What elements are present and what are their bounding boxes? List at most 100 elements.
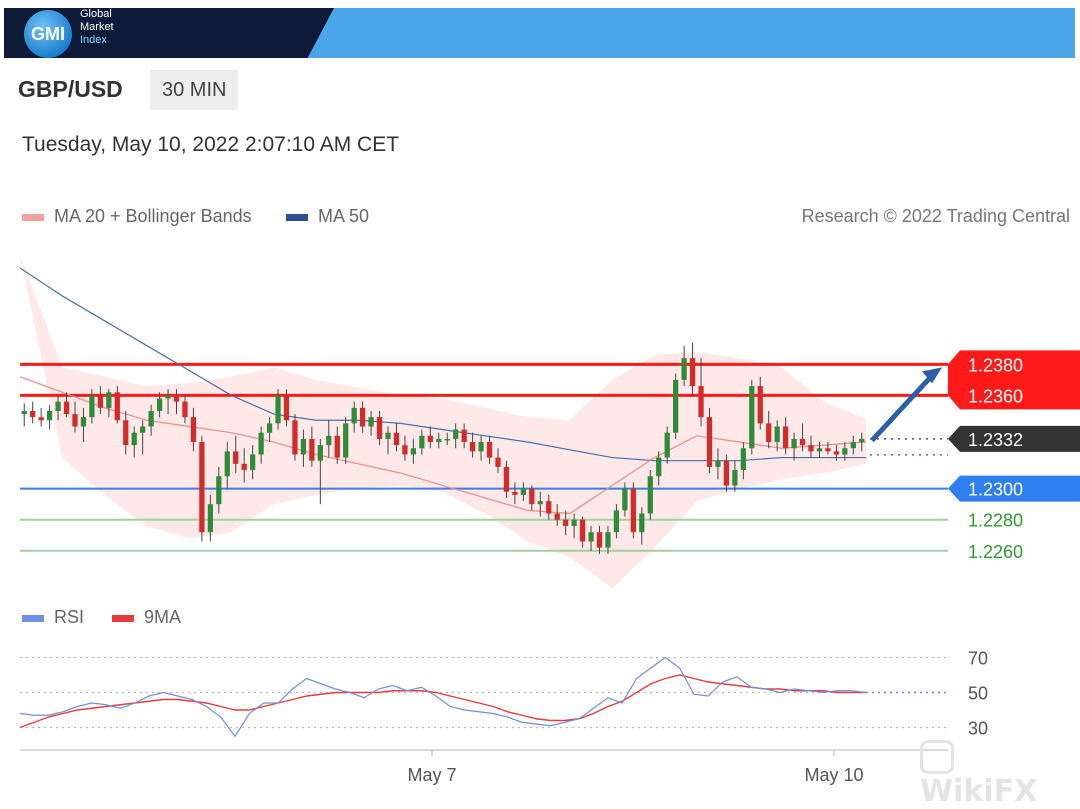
- candle-body: [376, 417, 383, 439]
- candle: [647, 470, 653, 520]
- candle: [402, 435, 408, 461]
- candle: [140, 420, 146, 455]
- candle-body: [520, 488, 526, 495]
- candle: [300, 429, 307, 467]
- candle: [207, 494, 213, 542]
- rsi-9ma-line: [19, 674, 866, 729]
- candle-body: [689, 358, 696, 387]
- price-chart[interactable]: 1.2380 1.2360 1.2332 1.2300 1.2280 1.2260 70 50…: [0, 0, 1080, 791]
- candle-body: [46, 410, 53, 421]
- candle-body: [512, 491, 518, 495]
- candle-body: [30, 410, 36, 418]
- candle: [639, 507, 645, 545]
- site-header: GMI Global Market Index: [0, 0, 1080, 58]
- rsi-line: [19, 656, 867, 738]
- candle: [368, 410, 374, 436]
- support-2-label: 1.2260: [968, 542, 1023, 562]
- candle: [469, 432, 476, 458]
- candle: [605, 525, 611, 554]
- candle: [224, 442, 230, 489]
- candle-body: [165, 395, 171, 399]
- candle-body: [529, 488, 535, 505]
- candle: [554, 504, 560, 526]
- candle: [833, 445, 840, 461]
- candle-body: [80, 417, 87, 427]
- candle-body: [89, 395, 95, 418]
- candle-body: [402, 445, 408, 455]
- candle-body: [334, 435, 340, 458]
- candle-body: [258, 432, 264, 455]
- candle-body: [546, 501, 552, 514]
- candle-body: [469, 442, 476, 452]
- candle: [410, 438, 417, 464]
- watermark-text: WikiFX: [920, 773, 1038, 809]
- candle: [715, 448, 721, 480]
- candle-body: [791, 438, 797, 449]
- candle-body: [732, 470, 738, 486]
- candle-body: [300, 438, 307, 455]
- candle: [63, 392, 70, 418]
- candle-body: [216, 476, 222, 505]
- candle: [825, 442, 831, 455]
- candle-body: [38, 417, 44, 421]
- candle-body: [233, 451, 239, 464]
- pivot-label: 1.2300: [948, 475, 1080, 502]
- candle-body: [706, 417, 713, 467]
- candle: [131, 426, 137, 458]
- candle-body: [698, 386, 704, 418]
- last-price-label-bg: [948, 425, 1080, 452]
- candle-body: [859, 438, 865, 443]
- candle: [165, 389, 171, 415]
- candle: [656, 451, 662, 486]
- candle-body: [97, 395, 103, 408]
- candle: [816, 442, 823, 458]
- candle-body: [250, 454, 256, 470]
- pivot-label-bg: [948, 475, 1080, 502]
- candle: [385, 426, 391, 455]
- candle: [343, 417, 349, 464]
- gmi-logo[interactable]: GMI: [24, 10, 72, 58]
- candle: [537, 491, 543, 517]
- rsi-tick-label: 50: [968, 684, 988, 704]
- candle-body: [799, 438, 806, 446]
- candle: [783, 417, 789, 455]
- candle-body: [444, 438, 450, 441]
- candle: [698, 358, 704, 427]
- candle-body: [241, 463, 247, 470]
- candle: [233, 435, 239, 474]
- brand-line-2: Market: [80, 21, 114, 33]
- legend-rsi-ma: 9MA: [112, 607, 181, 628]
- candle-body: [199, 442, 205, 533]
- candle: [376, 410, 383, 446]
- candle: [563, 510, 569, 536]
- candle: [681, 345, 687, 387]
- support-2-label-text: 1.2260: [968, 542, 1023, 562]
- candle-body: [579, 519, 586, 542]
- brand-line-3: Index: [80, 34, 107, 46]
- header-banner: [300, 8, 1075, 58]
- candle-body: [571, 519, 577, 526]
- ma50-swatch: [286, 213, 308, 221]
- candle: [326, 420, 332, 458]
- candle-body: [715, 460, 721, 467]
- candle-body: [613, 510, 620, 533]
- candle-body: [275, 395, 281, 424]
- candle: [478, 435, 484, 461]
- candle-body: [596, 532, 603, 548]
- candle: [46, 404, 53, 430]
- candle: [106, 389, 112, 418]
- candle-body: [783, 426, 789, 449]
- legend-ma20: MA 20 + Bollinger Bands: [22, 206, 252, 227]
- candle-body: [656, 457, 662, 477]
- candle: [664, 426, 670, 464]
- candle: [182, 395, 188, 424]
- candle-body: [495, 457, 501, 467]
- wikifx-logo-icon: [920, 739, 954, 774]
- candle: [520, 482, 526, 502]
- candle: [723, 454, 730, 492]
- candle: [241, 448, 247, 483]
- brand-line-1: Global: [80, 8, 112, 20]
- candle-body: [436, 438, 442, 443]
- forecast-arrow-head: [922, 367, 942, 384]
- candle-body: [419, 435, 425, 449]
